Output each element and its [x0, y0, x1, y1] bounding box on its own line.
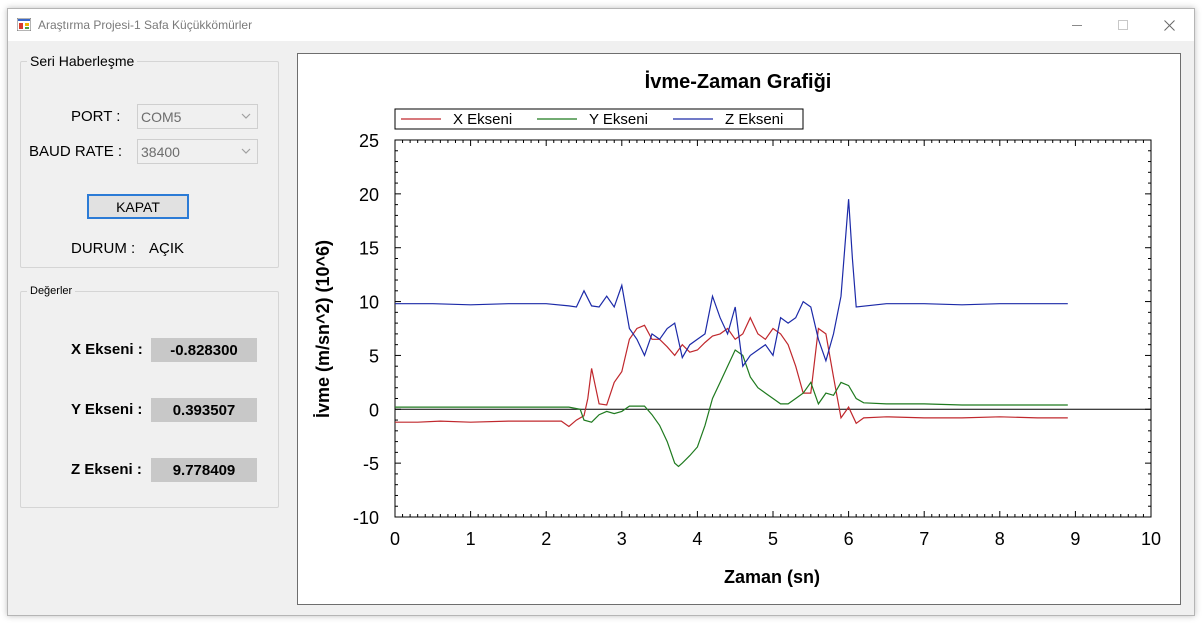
legend-label: Y Ekseni	[589, 111, 648, 128]
values-group: Değerler X Ekseni : -0.828300 Y Ekseni :…	[20, 285, 279, 508]
z-axis-value: 9.778409	[151, 458, 257, 482]
minimize-icon	[1071, 24, 1082, 26]
chart-series	[395, 199, 1068, 468]
chart-title: İvme-Zaman Grafiği	[645, 70, 832, 93]
port-select[interactable]: COM5	[137, 104, 258, 129]
maximize-button[interactable]	[1100, 9, 1146, 41]
x-axis-title: Zaman (sn)	[724, 567, 820, 587]
port-select-value: COM5	[141, 108, 182, 125]
y-tick-label: 20	[359, 185, 379, 205]
window-title: Araştırma Projesi-1 Safa Küçükkömürler	[38, 18, 253, 32]
x-tick-label: 4	[692, 529, 702, 549]
x-tick-label: 1	[466, 529, 476, 549]
serial-group: Seri Haberleşme PORT : COM5 BAUD RATE : …	[20, 53, 279, 268]
x-tick-label: 9	[1070, 529, 1080, 549]
chevron-down-icon	[241, 113, 251, 119]
chart-legend: X Ekseni Y Ekseni Z Ekseni	[394, 108, 804, 130]
status-label: DURUM :	[71, 240, 136, 257]
x-tick-label: 2	[541, 529, 551, 549]
x-tick-label: 0	[390, 529, 400, 549]
legend-box	[394, 108, 804, 130]
x-tick-label: 3	[617, 529, 627, 549]
x-axis-value: -0.828300	[151, 338, 257, 362]
y-tick-label: 10	[359, 293, 379, 313]
chart-panel: İvme-Zaman Grafiği X Ekseni Y Ekseni Z Eks…	[297, 53, 1181, 605]
series-line-x-ekseni	[395, 316, 1068, 428]
legend-label: Z Ekseni	[725, 111, 783, 128]
y-tick-label: -10	[353, 508, 379, 528]
acceleration-chart: İvme-Zaman Grafiği X Ekseni Y Ekseni Z Eks…	[313, 70, 1161, 587]
y-tick-label: 15	[359, 239, 379, 259]
port-label: PORT :	[71, 108, 121, 125]
y-tick-label: 25	[359, 131, 379, 151]
status-value: AÇIK	[149, 240, 185, 257]
x-tick-label: 10	[1141, 529, 1161, 549]
x-tick-label: 7	[919, 529, 929, 549]
baud-rate-select-value: 38400	[141, 143, 180, 160]
y-tick-label: 5	[369, 346, 379, 366]
title-bar[interactable]: Araştırma Projesi-1 Safa Küçükkömürler	[8, 9, 1194, 41]
x-axis-label: X Ekseni :	[71, 341, 143, 358]
x-tick-label: 5	[768, 529, 778, 549]
y-tick-label: -5	[363, 454, 379, 474]
values-group-title: Değerler	[27, 285, 76, 297]
series-line-y-ekseni	[395, 349, 1068, 468]
y-axis-title: İvme (m/sn^2) (10^6)	[313, 240, 333, 418]
legend-label: X Ekseni	[453, 111, 512, 128]
y-axis-label: Y Ekseni :	[71, 401, 143, 418]
close-button[interactable]	[1146, 9, 1192, 41]
baud-rate-label: BAUD RATE :	[29, 143, 123, 160]
maximize-icon	[1117, 19, 1128, 30]
close-icon	[1163, 19, 1175, 31]
minimize-button[interactable]	[1054, 9, 1100, 41]
chart-axes: 0 1 2 3 4 5 6 7 8 9 10 25 20 15 10 5 0 -5 -10	[353, 131, 1161, 549]
app-icon	[17, 18, 31, 31]
chevron-down-icon	[241, 148, 251, 154]
x-tick-label: 6	[844, 529, 854, 549]
series-line-z-ekseni	[395, 199, 1068, 368]
baud-rate-select[interactable]: 38400	[137, 139, 258, 164]
y-tick-label: 0	[369, 400, 379, 420]
z-axis-label: Z Ekseni :	[71, 461, 142, 478]
serial-group-title: Seri Haberleşme	[27, 53, 138, 69]
x-tick-label: 8	[995, 529, 1005, 549]
app-window: Araştırma Projesi-1 Safa Küçükkömürler S…	[7, 8, 1195, 616]
y-axis-value: 0.393507	[151, 398, 257, 422]
close-port-button[interactable]: KAPAT	[87, 194, 189, 219]
